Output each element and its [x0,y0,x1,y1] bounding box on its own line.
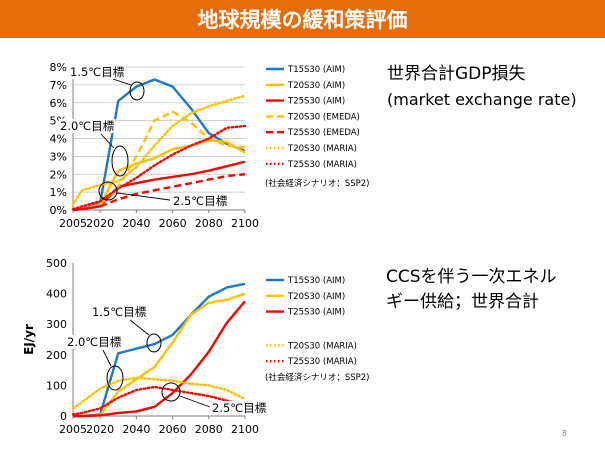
slide-title: 地球規模の緩和策評価 [197,8,408,32]
x-tick-label: 2080 [195,423,223,436]
y-tick-label: 6% [50,97,67,110]
title-bar: 地球規模の緩和策評価 [0,0,605,38]
y-tick-label: 3% [50,150,67,163]
annotation-label-bg [91,305,148,319]
x-tick-label: 2100 [231,217,259,230]
y-tick-label: 0% [50,204,67,217]
annotation-leader [100,133,115,149]
legend-label: T25S30 (MARIA) [287,160,357,170]
legend-label: T20S30 (MARIA) [287,144,357,154]
x-tick-label: 2005 [59,217,87,230]
annotation-label-bg [172,194,229,208]
x-tick-label: 2080 [195,217,223,230]
legend-label: T15S30 (AIM) [287,65,345,75]
series-line [71,124,247,211]
annotation-label-bg [66,335,123,349]
annotation-leader [179,395,211,408]
annotation-label: 2.0℃目標 [67,335,122,349]
annotation-leader [102,349,112,367]
annotation-label: 2.5℃目標 [173,194,228,208]
x-tick-label: 2100 [231,423,259,436]
y-tick-label: 1% [50,186,67,199]
legend-label: T15S30 (AIM) [287,276,345,286]
x-tick-label: 2060 [159,217,187,230]
legend-label: T25S30 (AIM) [287,97,345,107]
legend-label: T20S30 (AIM) [287,81,345,91]
series-line [72,160,246,212]
legend-label: T20S30 (AIM) [287,292,345,302]
legend-label: T25S30 (EMEDA) [287,128,360,138]
gdp-loss-title-line-1: 世界合計GDP損失 [387,64,526,84]
x-tick-label: 2005 [59,423,87,436]
annotation-label-bg [69,65,126,79]
annotation-label: 2.0℃目標 [60,119,115,133]
series-line [73,300,246,418]
annotation-ellipse [106,365,124,391]
y-tick-label: 7% [50,79,67,92]
scenario-note: (社会経済シナリオ：SSP2) [265,372,369,383]
y-tick-label: 500 [46,257,67,270]
legend-label: T20S30 (EMEDA) [287,112,360,122]
legend-label: T20S30 (MARIA) [287,341,357,351]
gdp-loss-title-line-2: (market exchange rate) [387,90,577,109]
y-axis-label: EJ/yr [22,324,36,355]
ccs-energy-side-title: CCSを伴う一次エネル ギー供給；世界合計 [386,266,557,313]
series-line [71,385,247,416]
series-line [99,173,246,208]
annotation-ellipse [161,382,181,402]
ccs-title-line-2: ギー供給；世界合計 [386,292,539,312]
x-tick-label: 2020 [86,217,114,230]
series-line [71,376,247,410]
y-tick-label: 4% [50,133,67,146]
gdp-loss-side-title: 世界合計GDP損失 (market exchange rate) [387,63,577,111]
page-number: 8 [561,429,567,438]
y-tick-label: 300 [46,318,67,331]
y-tick-label: 8% [50,61,67,74]
x-tick-label: 2040 [122,217,150,230]
legend-label: T25S30 (MARIA) [287,357,357,367]
x-tick-label: 2060 [159,423,187,436]
y-tick-label: 200 [46,349,67,362]
annotation-leader [129,319,150,336]
x-tick-label: 2020 [86,423,114,436]
series-line [71,94,247,206]
annotation-leader [116,192,171,201]
y-tick-label: 400 [46,288,67,301]
annotation-ellipse [129,81,145,101]
annotation-ellipse [146,333,162,353]
annotation-label-bg [211,401,268,415]
annotation-label: 1.5℃目標 [92,305,147,319]
annotation-label: 1.5℃目標 [70,65,125,79]
annotation-ellipse [111,145,129,177]
gdp-loss-chart: 0%1%2%3%4%5%6%7%8%2005 2020 2040 2060 2080 21… [50,61,370,230]
annotation-ellipse [98,181,118,201]
annotation-label-bg [59,119,116,133]
scenario-note: (社会経済シナリオ：SSP2) [265,178,369,189]
y-tick-label: 100 [46,379,67,392]
y-tick-label: 0 [60,410,67,423]
ccs-title-line-1: CCSを伴う一次エネル [386,267,557,287]
legend-label: T25S30 (AIM) [287,308,345,318]
y-tick-label: 2% [50,168,67,181]
x-tick-label: 2040 [122,423,150,436]
annotation-leader [112,78,132,86]
annotation-label: 2.5℃目標 [212,401,267,415]
